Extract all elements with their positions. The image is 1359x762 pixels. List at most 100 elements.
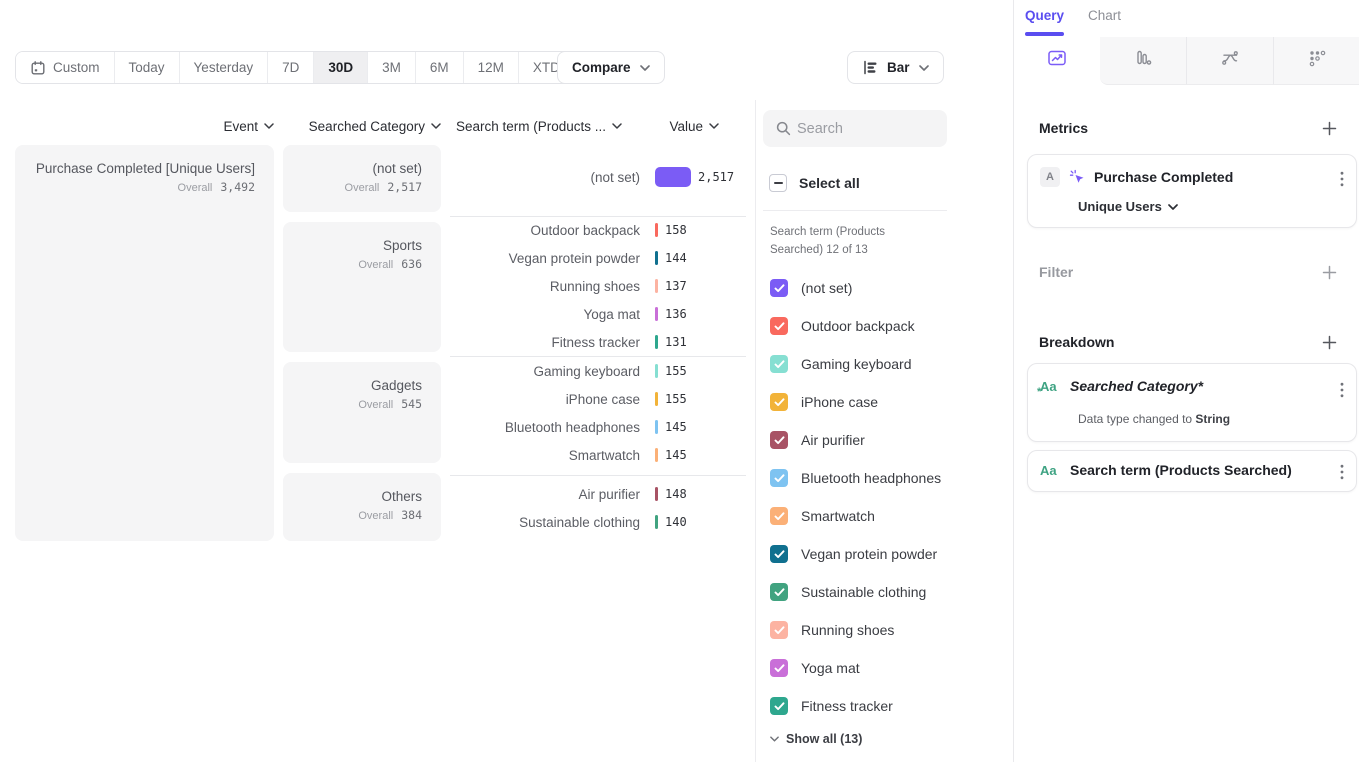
date-range-label: 7D: [282, 60, 300, 75]
chevron-down-icon: [1167, 203, 1178, 210]
add-metric-button[interactable]: [1321, 120, 1337, 136]
search-input[interactable]: [797, 110, 942, 147]
value-text: 137: [665, 279, 687, 293]
table-row[interactable]: iPhone case 155: [450, 385, 746, 413]
column-header-category-label: Searched Category: [308, 118, 425, 134]
column-header-search-term[interactable]: Search term (Products ...: [456, 116, 622, 136]
checkbox-checked[interactable]: [770, 317, 788, 335]
breakdown-card-searched-category[interactable]: Aa * Searched Category* Data type changed…: [1027, 363, 1357, 442]
filter-item[interactable]: (not set): [756, 269, 1014, 307]
event-cell[interactable]: Purchase Completed [Unique Users] Overal…: [15, 145, 274, 541]
filter-item[interactable]: Smartwatch: [756, 497, 1014, 535]
add-breakdown-button[interactable]: [1321, 334, 1337, 350]
table-row[interactable]: Yoga mat 136: [450, 300, 746, 328]
date-range-7d[interactable]: 7D: [267, 52, 314, 83]
indeterminate-icon: [773, 182, 783, 184]
tab-retention[interactable]: [1273, 37, 1359, 85]
filter-item[interactable]: Yoga mat: [756, 649, 1014, 687]
filter-item-label: Vegan protein powder: [801, 546, 938, 562]
checkbox-checked[interactable]: [770, 355, 788, 373]
filter-item[interactable]: Outdoor backpack: [756, 307, 1014, 345]
chevron-down-icon: [770, 736, 779, 742]
value-bar: [655, 307, 658, 321]
chart-type-tabs: [1014, 37, 1359, 85]
category-cell[interactable]: (not set) Overall 2,517: [283, 145, 441, 212]
metric-card[interactable]: A Purchase Completed Unique Users: [1027, 154, 1357, 228]
table-row[interactable]: Sustainable clothing 140: [450, 508, 746, 536]
checkbox-checked[interactable]: [770, 393, 788, 411]
table-row[interactable]: Bluetooth headphones 145: [450, 413, 746, 441]
breakdown-property-name: Searched Category*: [1070, 378, 1204, 394]
checkbox-checked[interactable]: [770, 583, 788, 601]
date-range-custom[interactable]: Custom: [16, 52, 114, 83]
select-all-checkbox[interactable]: [769, 174, 787, 192]
overall-value: 636: [401, 257, 422, 271]
filter-item[interactable]: Vegan protein powder: [756, 535, 1014, 573]
table-row[interactable]: Air purifier 148: [450, 480, 746, 508]
checkbox-checked[interactable]: [770, 697, 788, 715]
filter-item[interactable]: Air purifier: [756, 421, 1014, 459]
column-header-value[interactable]: Value: [645, 116, 719, 136]
toolbar: Custom Today Yesterday 7D 30D 3M 6M 12M XTD Comp…: [15, 51, 665, 84]
filter-item[interactable]: Sustainable clothing: [756, 573, 1014, 611]
table-row[interactable]: (not set) 2,517: [450, 163, 746, 191]
column-header-value-label: Value: [669, 118, 703, 134]
date-range-label: Yesterday: [193, 60, 254, 75]
chart-type-button[interactable]: Bar: [847, 51, 944, 84]
column-header-event[interactable]: Event: [15, 116, 274, 136]
checkbox-checked[interactable]: [770, 545, 788, 563]
chevron-down-icon: [264, 123, 274, 129]
measure-selector[interactable]: Unique Users: [1078, 199, 1178, 214]
filter-item[interactable]: Running shoes: [756, 611, 1014, 649]
value-bar: [655, 364, 658, 378]
checkbox-checked[interactable]: [770, 431, 788, 449]
metric-options-kebab-icon[interactable]: [1340, 171, 1344, 187]
column-header-searched-category[interactable]: Searched Category: [283, 116, 441, 136]
breakdown-options-kebab-icon[interactable]: [1340, 464, 1344, 480]
date-range-label: Custom: [53, 60, 100, 75]
table-row[interactable]: Running shoes 137: [450, 272, 746, 300]
add-filter-button[interactable]: [1321, 264, 1337, 280]
tab-chart[interactable]: Chart: [1088, 8, 1122, 23]
checkbox-checked[interactable]: [770, 621, 788, 639]
compare-button[interactable]: Compare: [557, 51, 665, 84]
flows-icon: [1219, 47, 1241, 74]
tab-flows[interactable]: [1186, 37, 1273, 85]
filter-item[interactable]: Bluetooth headphones: [756, 459, 1014, 497]
cell-label: Gadgets: [370, 378, 422, 393]
table-row[interactable]: Vegan protein powder 144: [450, 244, 746, 272]
filter-item[interactable]: iPhone case: [756, 383, 1014, 421]
table-row[interactable]: Outdoor backpack 158: [450, 216, 746, 244]
tab-funnels-bar-chart[interactable]: [1100, 37, 1186, 85]
table-row[interactable]: Smartwatch 145: [450, 441, 746, 469]
checkbox-checked[interactable]: [770, 659, 788, 677]
breakdown-card-search-term[interactable]: Aa Search term (Products Searched): [1027, 450, 1357, 492]
table-row[interactable]: Gaming keyboard 155: [450, 357, 746, 385]
category-cell[interactable]: Gadgets Overall 545: [283, 362, 441, 463]
checkbox-checked[interactable]: [770, 507, 788, 525]
date-range-control: Custom Today Yesterday 7D 30D 3M 6M 12M XTD: [15, 51, 593, 84]
date-range-today[interactable]: Today: [113, 52, 179, 83]
checkbox-checked[interactable]: [770, 469, 788, 487]
date-range-yesterday[interactable]: Yesterday: [178, 52, 268, 83]
category-cell[interactable]: Others Overall 384: [283, 473, 441, 541]
filter-item-label: Gaming keyboard: [801, 356, 912, 372]
filter-item[interactable]: Fitness tracker: [756, 687, 1014, 725]
filter-item[interactable]: Gaming keyboard: [756, 345, 1014, 383]
tab-insights-line-chart[interactable]: [1014, 37, 1100, 85]
breakdown-options-kebab-icon[interactable]: [1340, 382, 1344, 398]
select-all-row[interactable]: Select all: [769, 174, 860, 192]
checkbox-checked[interactable]: [770, 279, 788, 297]
date-range-6m[interactable]: 6M: [414, 52, 463, 83]
chevron-down-icon: [709, 123, 719, 129]
date-range-12m[interactable]: 12M: [462, 52, 518, 83]
breakdown-note: Data type changed to String: [1078, 412, 1231, 426]
category-cell[interactable]: Sports Overall 636: [283, 222, 441, 352]
tab-query[interactable]: Query: [1025, 8, 1065, 23]
divider: [763, 210, 947, 211]
date-range-3m[interactable]: 3M: [367, 52, 415, 83]
show-all-toggle[interactable]: Show all (13): [770, 732, 862, 746]
date-range-30d[interactable]: 30D: [313, 52, 368, 83]
table-row[interactable]: Fitness tracker 131: [450, 328, 746, 356]
